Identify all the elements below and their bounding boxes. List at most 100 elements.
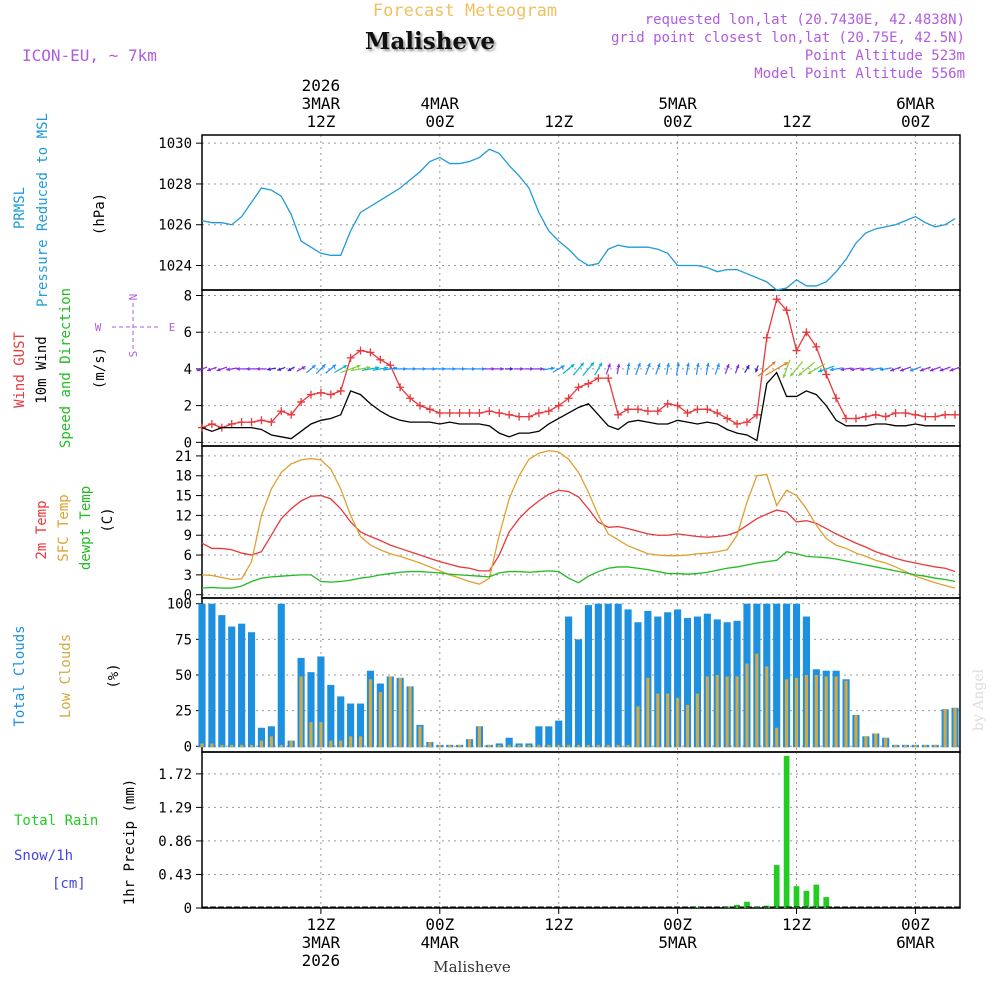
- wind-arrow-icon: [572, 362, 585, 376]
- wind-arrow-head: [676, 362, 681, 367]
- gust-marker: [356, 346, 365, 355]
- total-cloud-bar: [792, 603, 801, 748]
- wind-arrow-head: [590, 362, 595, 367]
- gust-marker: [871, 410, 880, 419]
- gust-marker: [921, 412, 930, 421]
- wind-arrow-icon: [685, 362, 690, 376]
- total-cloud-bar: [594, 603, 602, 748]
- dir-label: Speed and Direction: [58, 288, 74, 448]
- wind-arrow-icon: [594, 362, 603, 376]
- wind-arrow-shaft: [757, 361, 776, 377]
- low-cloud-bar: [408, 686, 412, 748]
- gust-marker: [931, 412, 940, 421]
- wind-arrow-head: [332, 364, 336, 369]
- low-cloud-bar: [249, 744, 254, 748]
- low-cloud-bar: [695, 693, 699, 748]
- bottom-time-label: 00Z: [901, 915, 930, 934]
- wind-arrow-head: [798, 371, 803, 376]
- low-cloud-bar: [636, 706, 640, 748]
- wind-arrow-icon: [542, 366, 555, 371]
- low-cloud-bar: [903, 744, 908, 748]
- ytick-label: 2: [184, 399, 192, 415]
- rain-bar: [793, 886, 800, 908]
- wind-arrow-icon: [919, 366, 931, 372]
- wind-arrow-icon: [266, 367, 276, 371]
- gust-marker: [207, 419, 216, 428]
- gust-marker: [544, 407, 553, 416]
- wind-arrow-head: [509, 366, 514, 371]
- gust-marker: [247, 418, 256, 427]
- low-cloud-bar: [913, 744, 917, 748]
- gust-marker: [564, 394, 573, 403]
- wind-arrow-head: [695, 363, 700, 367]
- low-cloud-bar: [567, 744, 571, 748]
- total-cloud-bar: [693, 616, 701, 748]
- gust-marker: [782, 306, 791, 315]
- t2m-line: [201, 489, 956, 573]
- wind-arrow-head: [540, 366, 544, 371]
- wind-arrow-head: [236, 366, 240, 371]
- low-cloud-bar: [398, 677, 402, 748]
- low-cloud-bar: [785, 679, 789, 748]
- wind-arrow-head: [725, 363, 730, 368]
- gust-marker: [941, 410, 950, 419]
- low-cloud-bar: [715, 675, 719, 748]
- low-cloud-bar: [497, 744, 501, 748]
- wind-arrow-head: [607, 363, 611, 368]
- gust-marker: [851, 414, 860, 423]
- wind-arrow-icon: [616, 363, 621, 375]
- low-cloud-bar: [666, 693, 670, 748]
- low-cloud-bar: [378, 692, 382, 748]
- total-cloud-bar: [208, 603, 216, 748]
- low-cloud-bar: [299, 676, 303, 748]
- low-cloud-bar: [735, 676, 739, 748]
- top-time-label: 3MAR: [302, 94, 341, 113]
- gust-marker: [306, 390, 315, 399]
- low-cloud-bar: [368, 679, 373, 748]
- super-title: Forecast Meteogram: [373, 1, 557, 21]
- ytick-label: 1.72: [158, 767, 192, 783]
- ytick-label: 0.43: [158, 867, 192, 883]
- wind-arrow-icon: [340, 364, 361, 374]
- gust-marker: [842, 414, 851, 423]
- gust-marker: [653, 407, 662, 416]
- low-cloud-bar: [309, 722, 313, 748]
- wind-arrow-icon: [666, 362, 671, 375]
- gust-marker: [673, 401, 682, 410]
- pressure-line: [201, 148, 956, 291]
- low-cloud-bar: [844, 680, 848, 748]
- low-cloud-bar: [487, 744, 491, 748]
- low-cloud-bar: [933, 744, 937, 748]
- total-cloud-bar: [505, 737, 513, 748]
- wind-arrow-head: [616, 363, 621, 368]
- wind-arrow-head: [783, 362, 788, 366]
- low-cloud-bar: [685, 704, 690, 748]
- gust-marker: [633, 405, 642, 414]
- model-altitude: Model Point Altitude 556m: [754, 66, 965, 82]
- compass-e: E: [169, 321, 176, 334]
- gust-marker: [762, 333, 771, 342]
- wind-arrow-icon: [765, 361, 789, 376]
- total-cloud-bar: [574, 639, 583, 748]
- bottom-time-label: 2026: [302, 951, 341, 970]
- wind-arrow-head: [807, 370, 812, 374]
- panel-2: 0 3 6 9 12 15 18 21: [175, 445, 961, 604]
- wind-arrow-head: [754, 368, 759, 373]
- gust-marker: [445, 408, 454, 417]
- wind-arrow-head: [384, 366, 388, 371]
- wind-arrow-head: [686, 362, 690, 367]
- wind-arrow-head: [656, 363, 661, 368]
- top-time-label: 12Z: [782, 112, 811, 131]
- rain-bar: [773, 865, 780, 908]
- wind-arrow-head: [216, 367, 221, 372]
- total-cloud-bar: [604, 603, 612, 748]
- wind-arrow-icon: [514, 366, 524, 371]
- wind-arrow-shaft: [765, 361, 789, 376]
- low-cloud-bar: [220, 744, 224, 748]
- panel-frame: [201, 751, 961, 909]
- ytick-label: 9: [184, 528, 192, 544]
- ytick-label: 0: [184, 588, 192, 604]
- wind-arrow-head: [939, 367, 944, 372]
- low-cloud-bar: [725, 676, 729, 748]
